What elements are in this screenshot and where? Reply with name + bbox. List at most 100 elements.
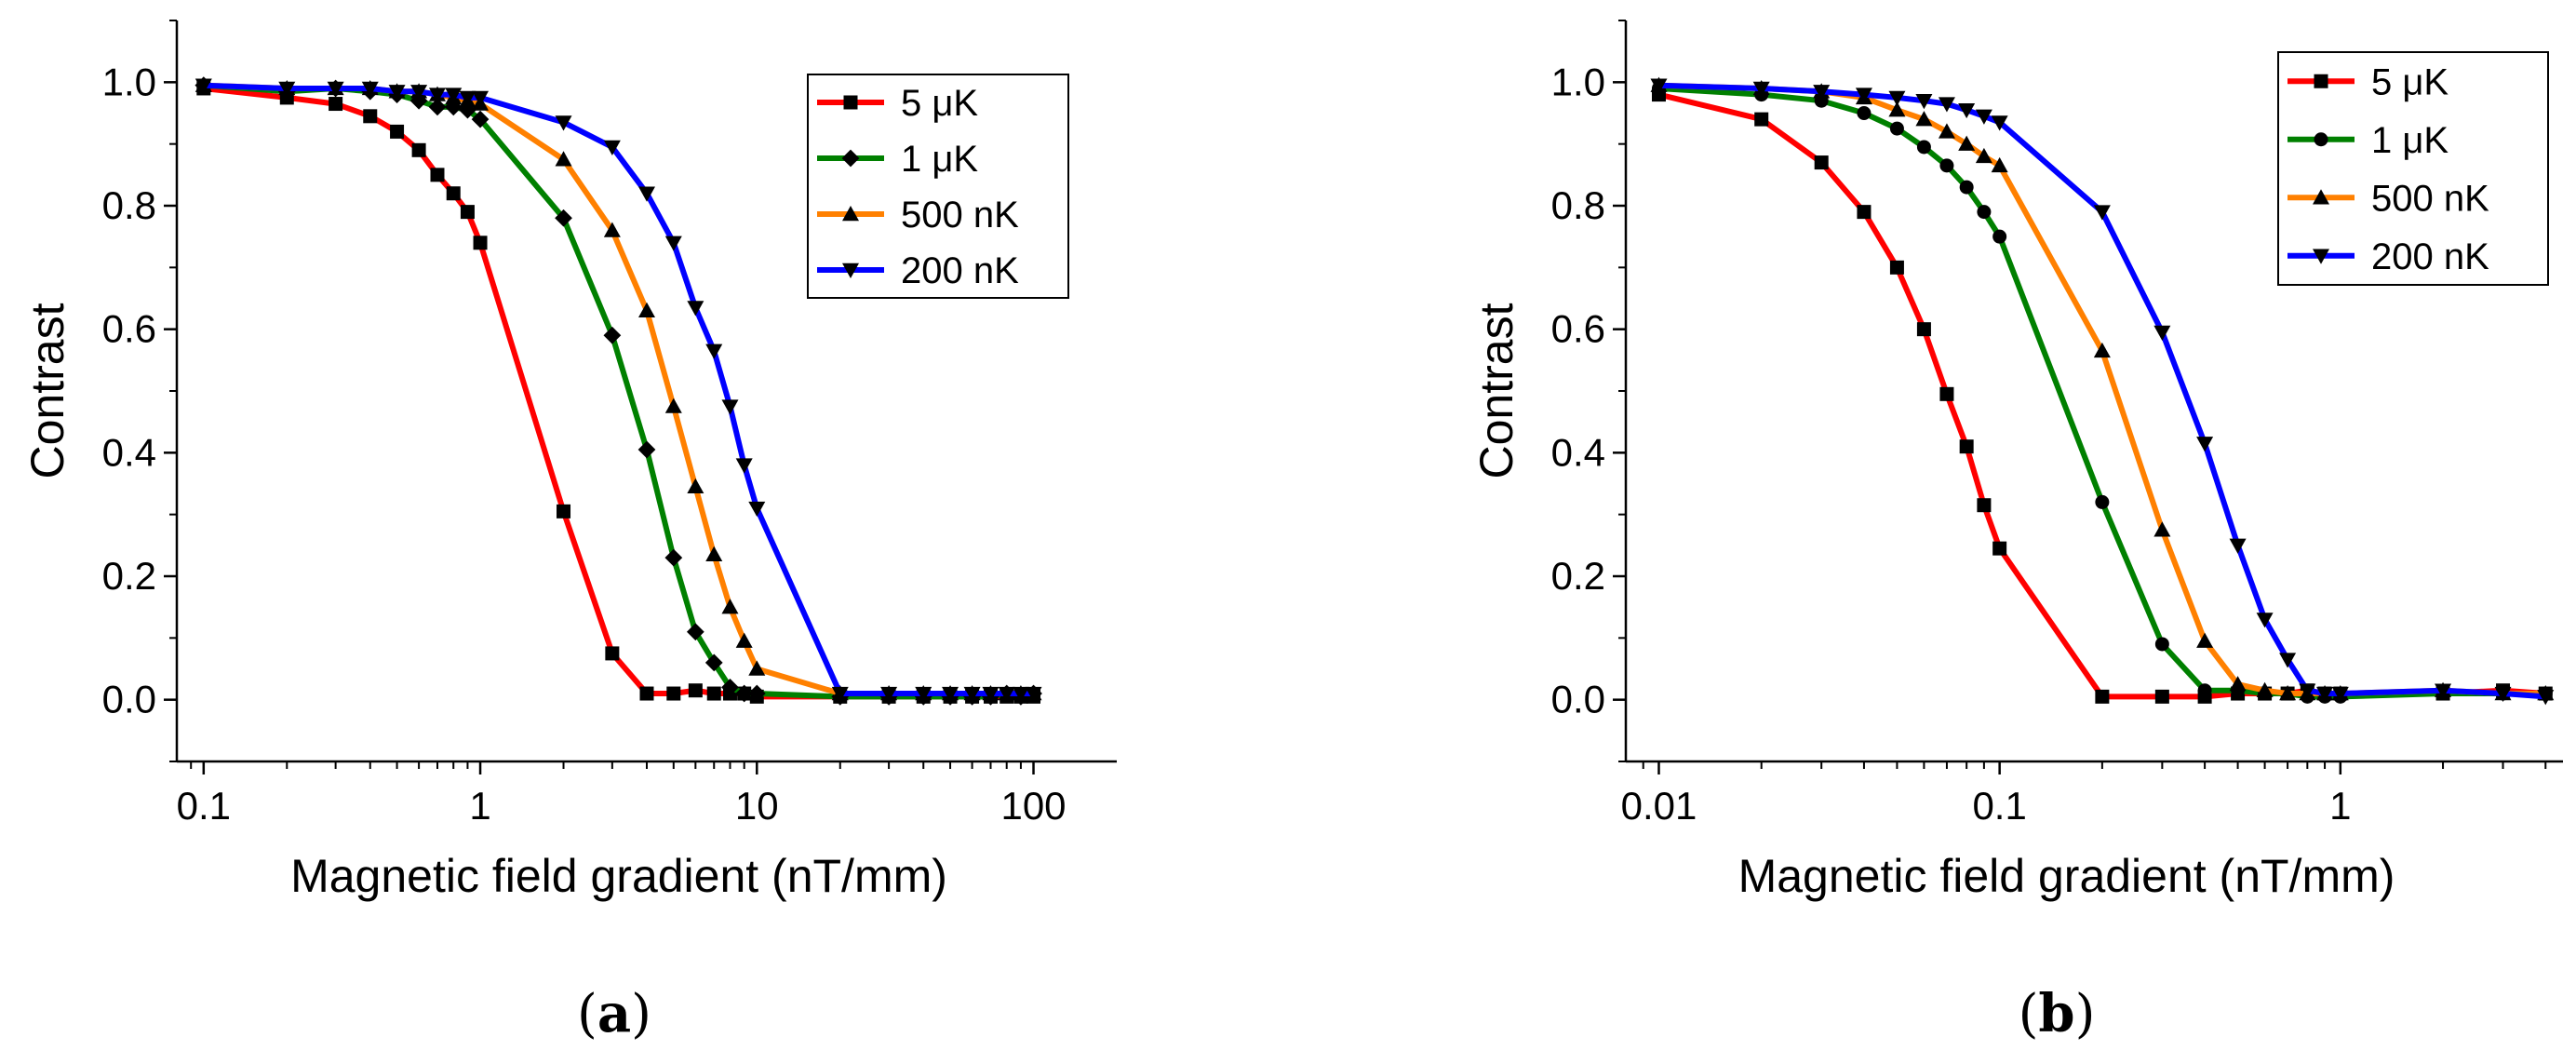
data-point	[2229, 538, 2247, 554]
y-tick-label: 0.2	[102, 554, 156, 598]
y-tick-label: 0.8	[102, 183, 156, 227]
data-point	[2229, 676, 2247, 692]
data-point	[1975, 109, 1992, 125]
legend-item: 5 μK	[2288, 61, 2449, 102]
data-point	[428, 98, 447, 116]
data-point	[942, 686, 959, 703]
data-point	[735, 458, 753, 474]
data-point	[735, 632, 753, 648]
caption-letter: b	[2038, 983, 2074, 1044]
legend-marker	[841, 149, 860, 168]
data-point	[735, 684, 754, 703]
legend-label: 200 nK	[2371, 236, 2489, 277]
legend-item: 500 nK	[817, 195, 1019, 236]
data-point	[1939, 158, 1954, 173]
legend-marker	[2314, 74, 2328, 88]
data-point	[1752, 81, 1770, 97]
data-point	[721, 399, 739, 415]
caption-paren-open: (	[577, 984, 597, 1044]
caption-paren-close: )	[2075, 984, 2096, 1044]
y-tick-label: 0.6	[1551, 307, 1605, 351]
data-point	[2153, 325, 2171, 341]
y-tick-label: 0.8	[1551, 183, 1605, 227]
panel-caption: (a)	[577, 983, 651, 1044]
data-point	[1915, 94, 1933, 110]
data-point	[2093, 205, 2111, 221]
y-tick-label: 0.2	[1551, 554, 1605, 598]
data-point	[471, 110, 490, 128]
series-line	[1658, 82, 2546, 700]
data-point	[1813, 85, 1831, 101]
chart-panel-a: 0.0 0.2 0.4 0.6 0.8 1.0 0.1 1 10 100 Magnetic fiel…	[21, 20, 1117, 1044]
data-point	[2197, 683, 2212, 698]
data-point	[2095, 689, 2110, 704]
y-tick-label: 0.4	[1551, 430, 1605, 474]
data-point	[2256, 681, 2274, 697]
data-point	[430, 168, 445, 182]
data-point	[721, 599, 739, 614]
data-point	[2256, 613, 2274, 628]
data-point	[2316, 686, 2334, 703]
data-point	[555, 115, 572, 131]
legend-marker	[2313, 189, 2329, 205]
data-point	[603, 140, 621, 155]
data-point	[831, 686, 849, 703]
data-point	[1958, 102, 1976, 119]
x-tick-label: 1	[469, 784, 490, 828]
data-point	[1025, 686, 1042, 703]
data-point	[2537, 690, 2555, 706]
legend-box	[2277, 51, 2549, 286]
data-point	[2153, 521, 2171, 537]
data-point	[1977, 498, 1992, 513]
data-point	[1889, 121, 1904, 136]
data-point	[557, 504, 571, 519]
series-line	[203, 82, 1035, 700]
data-point	[1959, 439, 1974, 454]
data-point	[603, 222, 621, 237]
y-tick-label: 1.0	[1551, 60, 1605, 103]
data-point	[748, 501, 766, 518]
data-point	[1650, 78, 1668, 94]
data-point	[686, 623, 704, 641]
data-point	[721, 679, 739, 696]
data-point	[998, 686, 1015, 703]
data-point	[982, 686, 1000, 703]
data-point	[1991, 115, 2008, 131]
legend-label: 5 μK	[901, 83, 978, 124]
series-200-nK	[1650, 78, 2555, 706]
data-point	[1857, 106, 1872, 120]
data-point	[2299, 683, 2316, 699]
data-point	[603, 326, 622, 344]
legend-item: 1 μK	[2288, 120, 2449, 161]
caption-paren-close: )	[631, 984, 651, 1044]
x-tick-label: 0.01	[1621, 784, 1697, 828]
chart-panel-b: 0.0 0.2 0.4 0.6 0.8 1.0 0.01 0.1 1 Magnetic field…	[1470, 20, 2563, 1044]
data-point	[1888, 101, 1906, 117]
x-axis-label: Magnetic field gradient (nT/mm)	[290, 850, 947, 902]
data-point	[638, 186, 655, 202]
legend-item: 200 nK	[817, 250, 1019, 291]
legend-label: 5 μK	[2371, 61, 2449, 102]
x-tick-label: 1	[2329, 784, 2351, 828]
caption-paren-open: (	[2019, 984, 2039, 1044]
legend: 5 μK 1 μK 500 nK 200 nK	[807, 74, 1069, 299]
data-point	[2279, 653, 2297, 668]
data-point	[1916, 140, 1931, 155]
data-point	[460, 205, 475, 220]
data-point	[1857, 205, 1872, 220]
data-point	[555, 209, 572, 227]
caption-letter: a	[597, 983, 631, 1044]
data-point	[605, 646, 620, 661]
data-point	[705, 545, 723, 561]
legend-label: 1 μK	[2371, 120, 2449, 161]
data-point	[1975, 147, 1992, 164]
y-tick-label: 0.0	[1551, 678, 1605, 721]
legend-item: 500 nK	[2288, 178, 2489, 219]
legend-marker	[842, 206, 859, 222]
x-tick-label: 0.1	[177, 784, 231, 828]
data-point	[363, 109, 378, 124]
y-tick-label: 0.0	[102, 678, 156, 721]
series-line	[1658, 86, 2546, 700]
data-point	[2331, 686, 2349, 703]
data-point	[2093, 342, 2111, 358]
